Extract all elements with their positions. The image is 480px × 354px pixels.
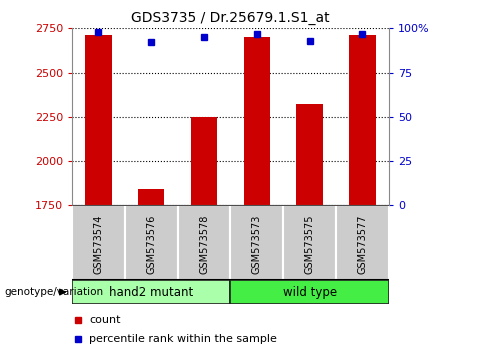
Bar [85, 35, 111, 205]
Bar [349, 35, 375, 205]
Bar [72, 280, 230, 304]
Text: count: count [89, 315, 121, 325]
Text: GSM573573: GSM573573 [252, 214, 262, 274]
Text: GSM573574: GSM573574 [94, 214, 103, 274]
Text: GSM573578: GSM573578 [199, 214, 209, 274]
Text: GSM573576: GSM573576 [146, 214, 156, 274]
Text: GSM573575: GSM573575 [305, 214, 314, 274]
Text: wild type: wild type [283, 286, 336, 298]
Bar [296, 104, 323, 205]
Bar [230, 280, 389, 304]
Text: genotype/variation: genotype/variation [5, 287, 104, 297]
Title: GDS3735 / Dr.25679.1.S1_at: GDS3735 / Dr.25679.1.S1_at [131, 11, 330, 24]
Bar [138, 189, 164, 205]
Bar [230, 205, 283, 280]
Bar [191, 117, 217, 205]
Bar [178, 205, 230, 280]
Text: hand2 mutant: hand2 mutant [109, 286, 193, 298]
Text: GSM573577: GSM573577 [358, 214, 367, 274]
Text: percentile rank within the sample: percentile rank within the sample [89, 333, 277, 344]
Bar [283, 205, 336, 280]
Bar [72, 205, 125, 280]
Bar [336, 205, 389, 280]
Bar [125, 205, 178, 280]
Bar [243, 37, 270, 205]
